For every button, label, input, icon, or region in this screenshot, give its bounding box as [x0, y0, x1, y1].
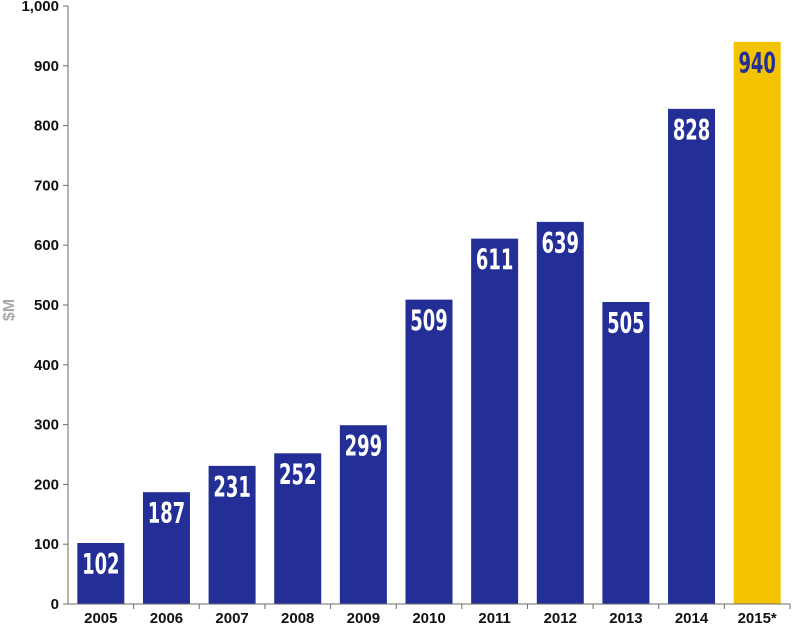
y-tick-label: 900 [34, 58, 59, 75]
data-label: 509 [410, 304, 447, 338]
bar [733, 41, 781, 604]
y-tick-label: 0 [51, 596, 59, 613]
data-label: 252 [279, 458, 316, 492]
bar [405, 299, 453, 604]
y-tick-label: 1,000 [21, 0, 59, 15]
bar [668, 108, 716, 604]
x-tick-label: 2005 [84, 610, 117, 627]
data-label: 299 [345, 430, 382, 464]
y-tick-label: 200 [34, 476, 59, 493]
x-tick-label: 2007 [215, 610, 248, 627]
y-tick-label: 500 [34, 297, 59, 314]
x-tick-label: 2014 [675, 610, 709, 627]
bar [274, 453, 322, 604]
y-tick-label: 400 [34, 357, 59, 374]
data-label: 940 [738, 46, 775, 80]
bar [602, 302, 650, 604]
data-label: 611 [476, 243, 513, 277]
data-label: 639 [542, 226, 579, 260]
data-label: 505 [607, 307, 644, 341]
data-label: 828 [673, 113, 710, 147]
bar [77, 543, 125, 604]
x-tick-label: 2009 [347, 610, 380, 627]
y-tick-label: 100 [34, 536, 59, 553]
x-tick-label: 2013 [609, 610, 642, 627]
x-tick-label: 2012 [544, 610, 577, 627]
bar [471, 238, 519, 604]
y-tick-label: 700 [34, 177, 59, 194]
x-tick-label: 2008 [281, 610, 314, 627]
x-tick-label: 2015* [738, 610, 777, 627]
y-axis: 0 100 200 300 400 500 600 700 800 900 1,000 [21, 0, 68, 613]
data-label: 231 [213, 470, 250, 504]
x-tick-label: 2010 [412, 610, 445, 627]
x-axis: 2005 2006 2007 2008 2009 2010 2011 2012 2013 2014… [84, 604, 791, 627]
y-tick-label: 800 [34, 118, 59, 135]
bar [142, 492, 190, 604]
x-tick-label: 2011 [478, 610, 511, 627]
y-tick-label: 300 [34, 417, 59, 434]
bar [536, 221, 584, 605]
data-label: 102 [82, 548, 119, 582]
bar [208, 465, 256, 604]
x-tick-label: 2006 [150, 610, 183, 627]
bars: 102 187 231 252 299 509 611 639 505 828 940 [77, 41, 781, 605]
y-axis-label: $M [1, 299, 18, 321]
y-tick-label: 600 [34, 237, 59, 254]
bar [339, 425, 387, 604]
data-label: 187 [148, 497, 185, 531]
